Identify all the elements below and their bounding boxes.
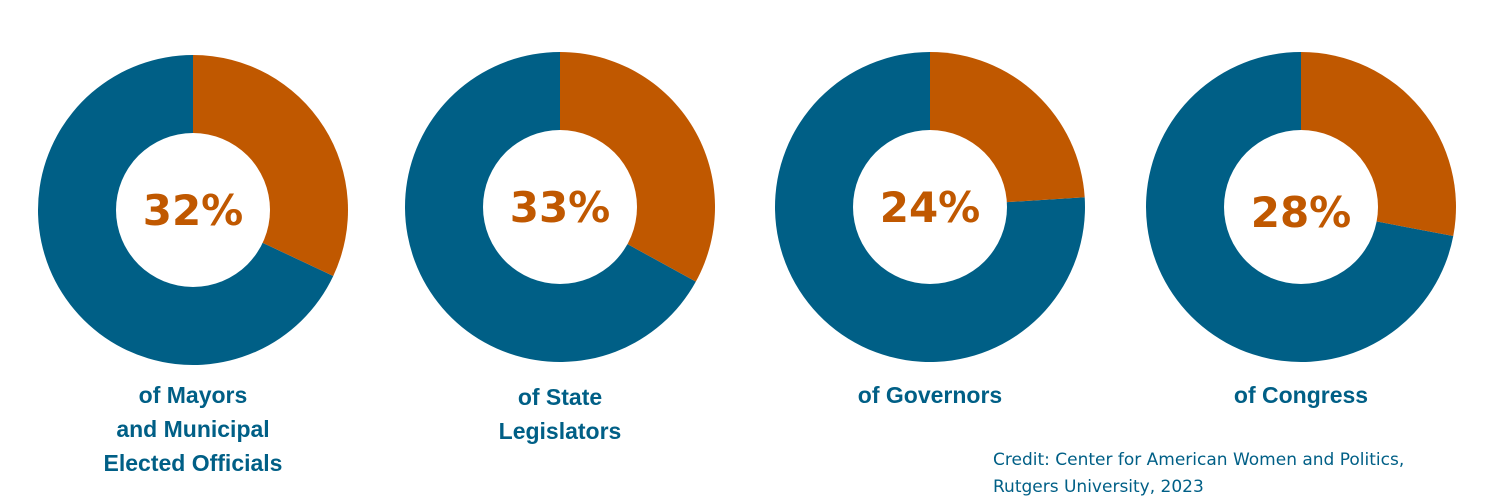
- caption-congress: of Congress: [1151, 378, 1451, 412]
- percent-label: 24%: [880, 183, 981, 232]
- caption-line: Elected Officials: [103, 450, 283, 476]
- donut-chart-governors: 24%: [775, 52, 1085, 363]
- percent-label: 33%: [510, 183, 611, 232]
- caption-line: of State: [517, 384, 603, 410]
- caption-mayors: of Mayors and Municipal Elected Official…: [43, 378, 343, 480]
- caption-line: Legislators: [498, 418, 622, 444]
- donut-chart-state-legislators: 33%: [405, 52, 715, 362]
- credit-note: Credit: Center for American Women and Po…: [993, 447, 1404, 501]
- donut-hole: [1224, 130, 1378, 284]
- caption-state-legislators: of State Legislators: [410, 380, 710, 448]
- donut-hole: [853, 130, 1007, 284]
- donut-hole: [116, 133, 270, 287]
- caption-line: and Municipal: [116, 416, 270, 442]
- percent-label: 28%: [1251, 188, 1352, 237]
- credit-line: Credit: Center for American Women and Po…: [993, 450, 1405, 470]
- caption-line: of Congress: [1233, 382, 1369, 408]
- donut-chart-mayors: 32%: [37, 55, 349, 366]
- donut-hole: [483, 130, 637, 284]
- caption-line: of Mayors: [138, 382, 248, 408]
- donut-chart-congress: 28%: [1146, 52, 1456, 362]
- percent-label: 32%: [143, 186, 244, 235]
- caption-governors: of Governors: [780, 378, 1080, 412]
- credit-line: Rutgers University, 2023: [993, 477, 1204, 497]
- caption-line: of Governors: [857, 382, 1003, 408]
